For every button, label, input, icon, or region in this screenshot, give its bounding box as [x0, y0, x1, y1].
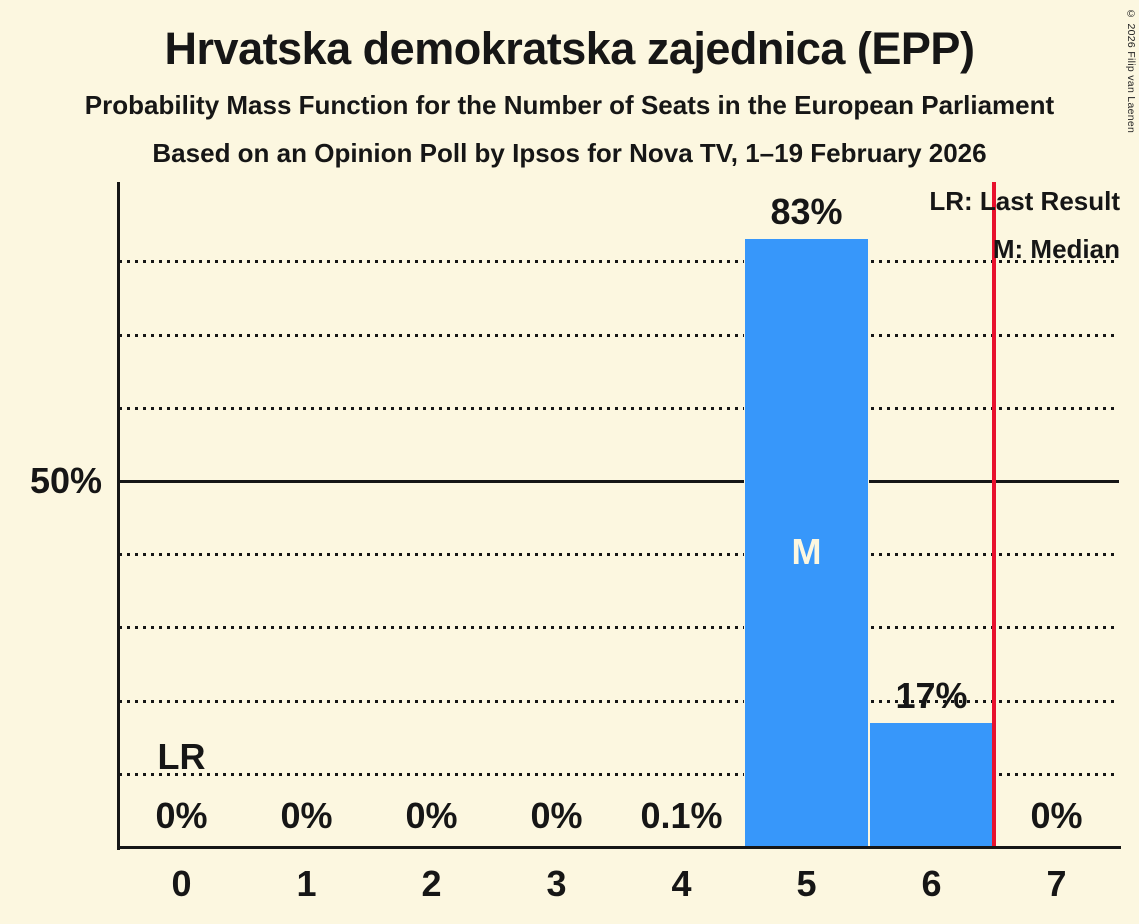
value-label-seat-4: 0.1%	[640, 795, 723, 836]
copyright-notice: © 2026 Filip van Laenen	[1125, 8, 1137, 134]
x-tick-label-5: 5	[796, 863, 817, 904]
value-label-seat-3: 0%	[530, 795, 583, 836]
gridline-40pct	[119, 553, 1119, 557]
page-title: Hrvatska demokratska zajednica (EPP)	[164, 23, 975, 74]
gridline-20pct	[119, 699, 1119, 703]
value-label-seat-1: 0%	[280, 795, 333, 836]
last-result-label: LR	[157, 736, 206, 777]
value-label-seat-5: 83%	[770, 191, 843, 232]
x-tick-label-2: 2	[421, 863, 442, 904]
x-axis-labels: 0 1 2 3 4 5 6 7	[0, 864, 1139, 908]
gridline-80pct	[119, 260, 1119, 264]
value-label-seat-7: 0%	[1030, 795, 1083, 836]
last-result-line	[992, 182, 996, 847]
gridline-10pct	[119, 772, 1119, 776]
y-axis-line	[117, 182, 120, 850]
x-axis-line	[117, 846, 1121, 849]
x-tick-label-1: 1	[296, 863, 317, 904]
gridline-60pct	[119, 406, 1119, 410]
bar-seat-6	[869, 723, 994, 847]
chart-subtitle: Probability Mass Function for the Number…	[84, 90, 1055, 120]
gridline-50pct	[119, 480, 1119, 483]
x-tick-label-0: 0	[171, 863, 192, 904]
bar-seat-5	[744, 239, 869, 847]
value-label-seat-6: 17%	[895, 675, 968, 716]
poll-source-line: Based on an Opinion Poll by Ipsos for No…	[152, 138, 987, 168]
legend-last-result: LR: Last Result	[929, 186, 1120, 216]
plot-area: 0% 0% 0% 0% 0.1% 83% 17% 0% M LR	[119, 182, 1119, 847]
gridline-30pct	[119, 626, 1119, 630]
legend-median: M: Median	[992, 234, 1120, 264]
value-label-seat-2: 0%	[405, 795, 458, 836]
median-marker: M	[791, 531, 822, 572]
x-tick-label-3: 3	[546, 863, 567, 904]
x-tick-label-7: 7	[1046, 863, 1067, 904]
value-label-seat-0: 0%	[155, 795, 208, 836]
y-axis-tick-label-50: 50%	[29, 460, 102, 501]
x-tick-label-6: 6	[921, 863, 942, 904]
x-tick-label-4: 4	[671, 863, 692, 904]
gridline-70pct	[119, 333, 1119, 337]
